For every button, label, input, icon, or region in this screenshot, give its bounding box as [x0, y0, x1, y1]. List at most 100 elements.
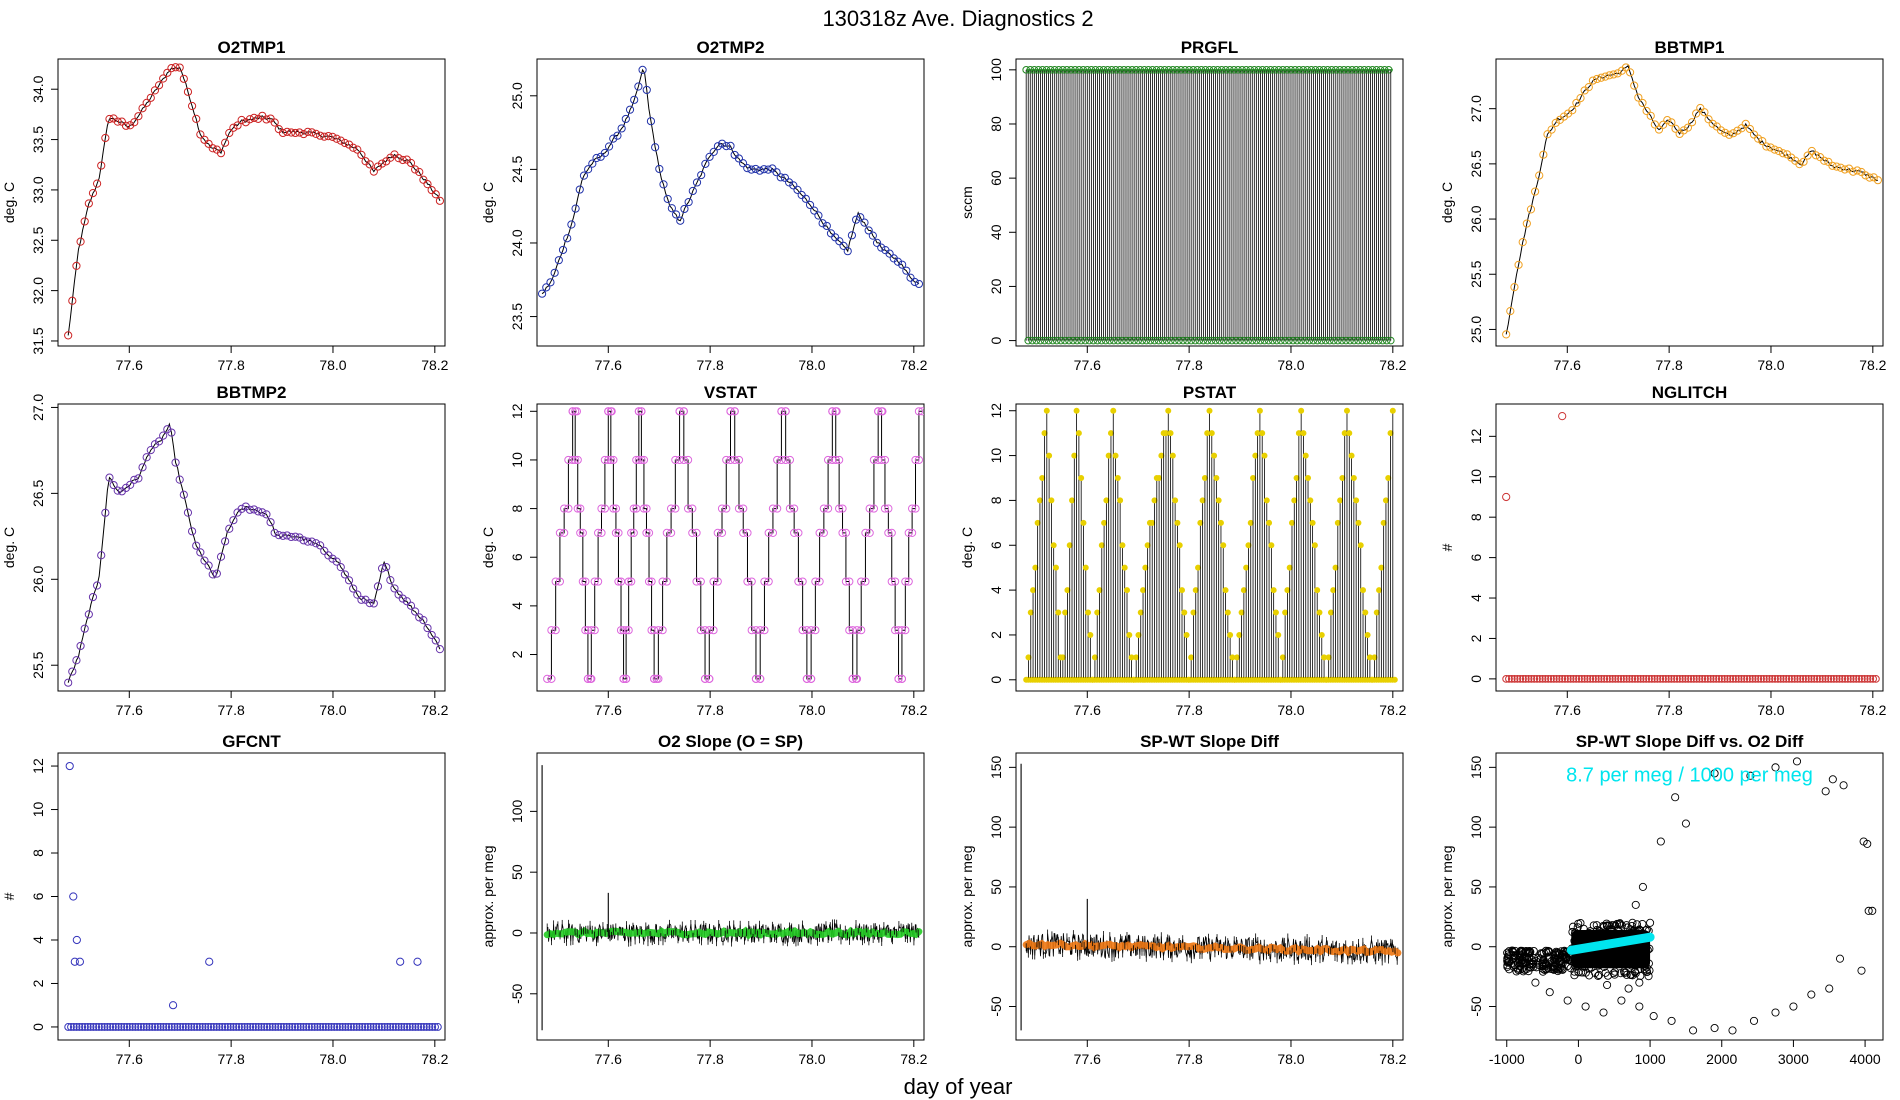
data-point [193, 1023, 201, 1031]
data-point [1621, 63, 1631, 72]
data-point [408, 1023, 417, 1031]
data-point [295, 533, 304, 542]
data-point [798, 577, 807, 586]
data-point [600, 455, 609, 465]
data-point [153, 1023, 162, 1031]
data-point [1846, 674, 1855, 683]
data-point [680, 204, 689, 214]
data-point [1603, 674, 1611, 683]
data-point [249, 505, 259, 514]
data-point [627, 577, 636, 586]
data-point [1040, 336, 1049, 345]
data-point [1181, 609, 1188, 616]
data-point [1094, 609, 1101, 616]
data-point [1737, 124, 1746, 133]
data-point [1723, 674, 1732, 683]
data-point [81, 1023, 89, 1031]
data-point [802, 674, 811, 683]
data-point [860, 218, 869, 227]
data-point [1828, 775, 1837, 784]
data-point [1338, 336, 1346, 345]
data-point [798, 626, 807, 635]
data-point [551, 577, 560, 586]
data-point [1293, 336, 1301, 345]
data-point [328, 132, 337, 141]
x-tick-label: 78.0 [1757, 702, 1784, 718]
data-point [679, 407, 688, 416]
data-point [225, 128, 234, 138]
data-point [885, 249, 894, 258]
data-point [319, 1023, 327, 1031]
data-point [1547, 674, 1555, 683]
data-point [89, 1023, 98, 1031]
data-point [389, 1023, 397, 1031]
data-point [642, 85, 651, 95]
data-point [629, 504, 638, 513]
data-point [790, 504, 799, 513]
y-tick-label: 2 [30, 979, 46, 987]
data-point [654, 674, 663, 683]
data-point [1330, 587, 1337, 594]
data-point [1380, 519, 1387, 526]
data-point [1195, 564, 1202, 571]
data-point [811, 626, 820, 635]
data-point [419, 1023, 428, 1031]
data-point [1681, 819, 1690, 828]
data-point [1871, 674, 1880, 683]
x-tick-label: 78.0 [319, 702, 346, 718]
data-point [551, 626, 560, 635]
data-point [624, 626, 633, 635]
data-point [865, 528, 874, 538]
data-point [1300, 430, 1307, 437]
y-tick-label: 12 [509, 403, 525, 419]
data-point [571, 407, 580, 416]
data-point [627, 528, 636, 538]
data-point [427, 185, 436, 195]
data-point [1507, 674, 1516, 683]
data-point [1259, 430, 1266, 437]
data-point [671, 504, 680, 513]
x-tick-label: 78.0 [1277, 702, 1304, 718]
plot-area [1023, 407, 1398, 683]
data-point [624, 577, 633, 586]
data-point [1787, 674, 1796, 683]
data-point [1588, 76, 1598, 85]
data-point [233, 121, 242, 130]
data-point [190, 1023, 199, 1031]
data-point [1510, 674, 1519, 683]
data-point [1619, 674, 1628, 683]
data-point [435, 645, 445, 654]
data-point [268, 1023, 277, 1031]
data-point [772, 168, 781, 177]
data-point [743, 163, 752, 173]
data-point [1167, 430, 1174, 437]
data-point [332, 134, 341, 143]
data-point [341, 1023, 350, 1031]
data-point [1605, 674, 1614, 683]
data-point [1671, 124, 1680, 133]
data-point [183, 508, 193, 517]
data-point [739, 528, 748, 538]
data-point [843, 247, 852, 256]
series-line [67, 422, 441, 683]
data-point [156, 1023, 165, 1031]
data-point [713, 528, 722, 538]
data-point [328, 554, 337, 563]
x-tick-label: 78.2 [1379, 702, 1406, 718]
data-point [1378, 336, 1387, 345]
data-point [1358, 336, 1367, 345]
data-point [634, 82, 643, 91]
data-point [1758, 136, 1767, 146]
data-point [1502, 492, 1511, 502]
data-point [877, 407, 886, 416]
data-point [568, 407, 577, 416]
data-point [1555, 957, 1564, 967]
data-point [1801, 674, 1810, 683]
data-point [1222, 587, 1229, 594]
x-tick-label: 77.6 [1554, 702, 1581, 718]
data-point [1853, 166, 1862, 175]
data-point [411, 607, 420, 616]
panel-title: O2TMP1 [217, 38, 285, 57]
data-point [313, 1023, 322, 1031]
data-point [103, 1023, 112, 1031]
